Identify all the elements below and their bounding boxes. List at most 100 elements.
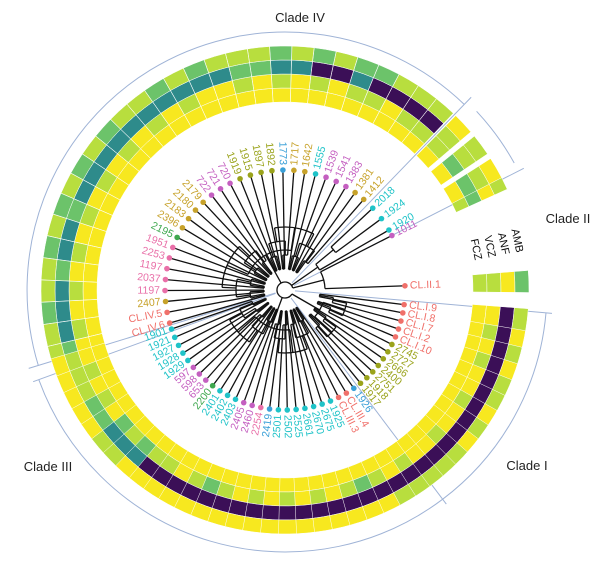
tip-dot <box>351 385 357 392</box>
branch-arc <box>267 301 270 305</box>
heat-cell <box>82 135 107 163</box>
tip-labels: CL.II.1101119201924201814121381138315411… <box>128 141 442 438</box>
branch-line <box>196 210 270 277</box>
branch-line <box>293 182 336 272</box>
tip-label: 2670 <box>309 410 326 436</box>
branch-line <box>316 303 394 337</box>
branch-line <box>255 250 265 263</box>
branch-line <box>171 257 265 286</box>
branch-line <box>243 309 279 402</box>
branch-line <box>250 284 265 288</box>
tip-label: 1717 <box>288 141 302 165</box>
branch-line <box>328 311 391 345</box>
heat-cell <box>95 119 121 146</box>
branch-line <box>289 175 316 270</box>
tip-dot <box>227 180 233 187</box>
tip-dot <box>162 276 169 283</box>
clade-label-iv: Clade IV <box>275 10 325 25</box>
tip-dot <box>378 215 385 222</box>
branch-line <box>305 250 316 263</box>
tip-dot <box>364 374 370 381</box>
branch-line <box>294 243 301 257</box>
branch-line <box>173 300 253 330</box>
tip-dot <box>293 406 299 413</box>
branch-line <box>237 316 256 333</box>
branch-line <box>261 262 272 275</box>
branch-line <box>317 300 397 330</box>
branch-line <box>194 303 270 367</box>
tip-dot <box>180 350 186 356</box>
branch-line <box>332 299 347 304</box>
branch-line <box>290 310 296 324</box>
heat-cell <box>427 98 454 124</box>
branch-line <box>266 307 275 321</box>
heat-cell <box>42 235 62 260</box>
branch-line <box>301 335 308 350</box>
clade-label-i: Clade I <box>506 458 547 473</box>
drug-label-fcz: FCZ <box>468 238 484 262</box>
tip-dot <box>237 175 243 182</box>
heat-cell <box>126 90 153 116</box>
branch-line <box>319 296 401 314</box>
branch-line <box>200 314 261 374</box>
branch-line <box>183 228 268 280</box>
tip-dot <box>343 390 350 396</box>
branch-line <box>330 209 372 248</box>
branch-arc <box>249 278 253 286</box>
branch-arc <box>229 319 250 343</box>
branch-line <box>243 262 257 272</box>
branch-line <box>244 309 257 319</box>
tip-dot <box>302 168 308 175</box>
branch-line <box>319 293 403 306</box>
branch-line <box>291 178 326 271</box>
branch-line <box>236 294 251 298</box>
tip-dot <box>280 167 286 173</box>
branch-arc <box>326 326 337 338</box>
heat-cell <box>60 172 84 199</box>
tip-label: 1555 <box>311 145 329 171</box>
clade-iv-boundary <box>26 31 465 366</box>
heat-cell <box>290 87 310 104</box>
branch-arc <box>261 259 267 264</box>
heat-cell <box>110 103 137 130</box>
clade-label-ii: Clade II <box>546 211 591 226</box>
branch-line <box>212 196 273 274</box>
branch-line <box>204 203 272 276</box>
tip-dot <box>302 405 308 412</box>
branch-line <box>235 308 277 398</box>
heat-cell <box>483 305 501 327</box>
clade-iii-boundary <box>38 379 444 553</box>
tip-dot <box>217 185 224 192</box>
tip-label: 1642 <box>300 143 316 168</box>
branch-arc <box>276 308 279 311</box>
branch-line <box>273 227 278 242</box>
tip-dot <box>166 255 173 261</box>
drug-label-anf: ANF <box>495 232 511 256</box>
branch-line <box>253 298 267 306</box>
tip-label: 1197 <box>139 258 164 274</box>
tip-dot <box>175 342 182 349</box>
branch-line <box>317 325 328 338</box>
branch-line <box>273 324 278 338</box>
branch-line <box>301 320 310 334</box>
tip-dot <box>399 310 406 316</box>
tip-dot <box>208 192 215 198</box>
heat-cell <box>251 74 273 91</box>
heat-cell <box>291 45 315 62</box>
tip-label: 2037 <box>137 271 161 285</box>
branch-line <box>320 235 391 273</box>
branch-line <box>324 318 337 328</box>
heat-cell <box>46 213 67 239</box>
branch-line <box>329 309 343 317</box>
branch-line <box>189 301 269 360</box>
tip-label: 2419 <box>260 413 275 438</box>
branch-line <box>314 316 333 333</box>
branch-line <box>269 310 283 408</box>
clade-label-iii: Clade III <box>24 459 72 474</box>
branch-line <box>295 307 346 392</box>
tip-label: CL.I.8 <box>407 308 437 325</box>
branch-line <box>226 264 249 275</box>
heat-cell <box>500 271 516 293</box>
tip-dot <box>398 318 404 324</box>
branch-arc <box>249 291 252 299</box>
